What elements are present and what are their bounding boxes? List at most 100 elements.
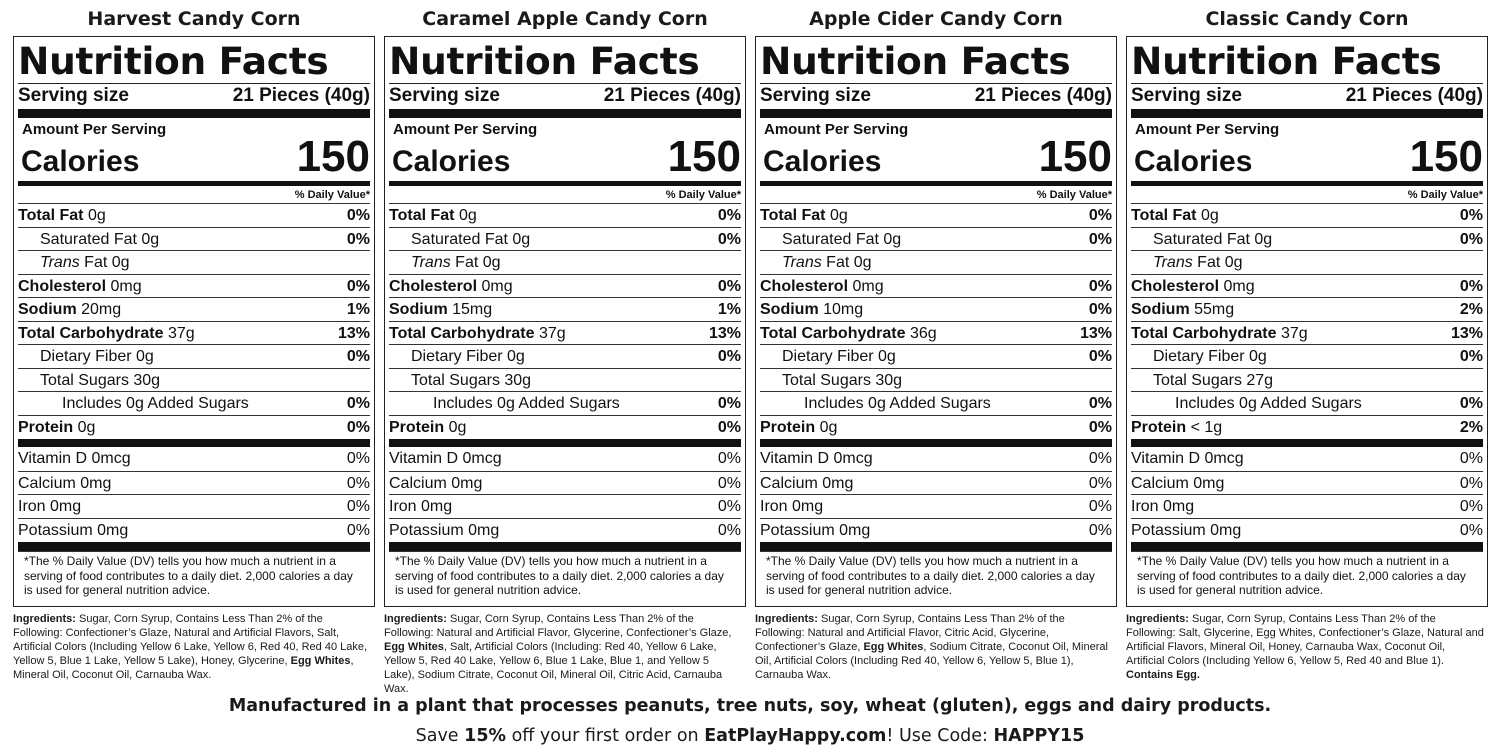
daily-value-footnote: *The % Daily Value (DV) tells you how mu… — [18, 551, 370, 598]
total-carbohydrate-row: Total Carbohydrate 37g 13% — [1131, 320, 1483, 345]
cholesterol-row: Cholesterol 0mg 0% — [18, 273, 370, 298]
sodium-row: Sodium 55mg 2% — [1131, 297, 1483, 321]
nutrition-label: Nutrition Facts Serving size 21 Pieces (… — [1126, 36, 1488, 607]
nutrient-amount: 37g — [538, 324, 566, 342]
nutrition-label: Nutrition Facts Serving size 21 Pieces (… — [384, 36, 746, 607]
ingredients-list-end: , Salt, Artificial Colors (Including: Re… — [384, 641, 723, 695]
daily-value: 0% — [1459, 474, 1483, 492]
promo-discount: 15% — [464, 726, 507, 746]
nutrient-label: Saturated Fat 0g — [411, 230, 531, 248]
total-sugars-row: Total Sugars 30g — [18, 367, 370, 392]
divider-medium — [389, 181, 741, 186]
trans-label: Trans — [411, 254, 451, 271]
trans-fat-row: Trans Fat 0g — [389, 250, 741, 274]
calcium-row: Calcium 0mg 0% — [18, 470, 370, 495]
calories-value: 150 — [296, 132, 370, 181]
nutrient-amount: 0g — [819, 418, 838, 436]
nutrient-label: Total Carbohydrate — [389, 324, 535, 342]
protein-row: Protein < 1g 2% — [1131, 414, 1483, 439]
daily-value-footnote: *The % Daily Value (DV) tells you how mu… — [760, 551, 1112, 598]
nutrient-label: Saturated Fat 0g — [1153, 230, 1273, 248]
nutrition-label: Nutrition Facts Serving size 21 Pieces (… — [13, 36, 375, 607]
ingredients-list: Sugar, Corn Syrup, Contains Less Than 2%… — [13, 613, 368, 667]
nutrient-label: Includes 0g Added Sugars — [433, 395, 620, 412]
divider-thick — [389, 542, 741, 551]
daily-value: 0% — [1459, 395, 1483, 412]
ingredients-bold: Egg Whites — [290, 655, 351, 667]
nutrient-label: Includes 0g Added Sugars — [62, 395, 249, 412]
nutrient-amount: 0mg — [852, 277, 884, 295]
total-carbohydrate-row: Total Carbohydrate 36g 13% — [760, 320, 1112, 345]
sodium-row: Sodium 20mg 1% — [18, 297, 370, 321]
daily-value: 0% — [346, 521, 370, 539]
total-sugars-row: Total Sugars 30g — [760, 367, 1112, 392]
cholesterol-row: Cholesterol 0mg 0% — [389, 273, 741, 298]
daily-value: 13% — [1450, 324, 1483, 342]
nutrient-label: Total Sugars 30g — [782, 371, 903, 389]
protein-row: Protein 0g 0% — [389, 414, 741, 439]
daily-value: 0% — [346, 395, 370, 412]
daily-value: 0% — [1088, 450, 1112, 467]
total-carbohydrate-row: Total Carbohydrate 37g 13% — [389, 320, 741, 345]
daily-value: 0% — [346, 474, 370, 492]
vitamin-d-row: Vitamin D 0mcg 0% — [389, 447, 741, 471]
daily-value: 0% — [1088, 498, 1112, 515]
trans-fat-row: Trans Fat 0g — [1131, 250, 1483, 274]
nutrient-amount: 36g — [909, 324, 937, 342]
divider-thick — [1131, 542, 1483, 551]
divider-thick — [18, 542, 370, 551]
divider-thick — [389, 439, 741, 447]
nutrient-amount: 37g — [167, 324, 195, 342]
daily-value: 0% — [1088, 395, 1112, 412]
daily-value: 0% — [1088, 277, 1112, 295]
added-sugars-row: Includes 0g Added Sugars 0% — [760, 391, 1112, 415]
saturated-fat-row: Saturated Fat 0g 0% — [389, 226, 741, 251]
nutrient-label: Dietary Fiber 0g — [1153, 348, 1267, 365]
serving-size-row: Serving size 21 Pieces (40g) — [389, 83, 741, 107]
nutrient-label: Potassium 0mg — [1131, 521, 1242, 539]
ingredients-bold: Egg Whites — [384, 641, 444, 653]
nutrient-label: Total Carbohydrate — [760, 324, 906, 342]
amount-per-serving: Amount Per Serving — [764, 121, 909, 138]
calcium-row: Calcium 0mg 0% — [1131, 470, 1483, 495]
promo-text: Save — [415, 726, 465, 746]
nutrient-label: Iron 0mg — [1131, 498, 1195, 515]
nutrient-label: Potassium 0mg — [760, 521, 871, 539]
daily-value: 0% — [717, 418, 741, 436]
nutrient-label: Sodium — [1131, 301, 1190, 318]
divider-medium — [18, 181, 370, 186]
added-sugars-row: Includes 0g Added Sugars 0% — [1131, 391, 1483, 415]
saturated-fat-row: Saturated Fat 0g 0% — [1131, 226, 1483, 251]
nutrient-label: Dietary Fiber 0g — [782, 348, 896, 365]
daily-value: 0% — [346, 230, 370, 248]
daily-value-header: % Daily Value* — [1036, 189, 1112, 201]
total-fat-row: Total Fat 0g 0% — [18, 203, 370, 227]
dietary-fiber-row: Dietary Fiber 0g 0% — [760, 344, 1112, 368]
protein-row: Protein 0g 0% — [18, 414, 370, 439]
cholesterol-row: Cholesterol 0mg 0% — [1131, 273, 1483, 298]
daily-value: 0% — [717, 395, 741, 412]
nutrient-label: Dietary Fiber 0g — [411, 348, 525, 365]
calories-row: Calories 150 — [389, 135, 741, 179]
iron-row: Iron 0mg 0% — [389, 494, 741, 518]
daily-value: 0% — [1088, 301, 1112, 318]
serving-size-label: Serving size — [18, 85, 129, 106]
calories-label: Calories — [392, 145, 511, 178]
serving-size-label: Serving size — [1131, 85, 1242, 106]
nutrient-label: Fat 0g — [455, 254, 501, 271]
daily-value: 0% — [1459, 348, 1483, 365]
daily-value: 0% — [1088, 418, 1112, 436]
dietary-fiber-row: Dietary Fiber 0g 0% — [389, 344, 741, 368]
divider-medium — [760, 181, 1112, 186]
nutrient-amount: 0g — [829, 207, 848, 224]
total-carbohydrate-row: Total Carbohydrate 37g 13% — [18, 320, 370, 345]
ingredients-list-end: , Mineral Oil, Coconut Oil, Carnauba Wax… — [13, 655, 354, 681]
daily-value: 2% — [1459, 418, 1483, 436]
total-sugars-row: Total Sugars 30g — [389, 367, 741, 392]
potassium-row: Potassium 0mg 0% — [760, 517, 1112, 542]
daily-value: 0% — [1459, 230, 1483, 248]
ingredients-label: Ingredients: — [1126, 613, 1189, 625]
daily-value: 0% — [717, 207, 741, 224]
product-title: Caramel Apple Candy Corn — [422, 8, 708, 30]
promo-text: off your first order on — [506, 726, 705, 746]
